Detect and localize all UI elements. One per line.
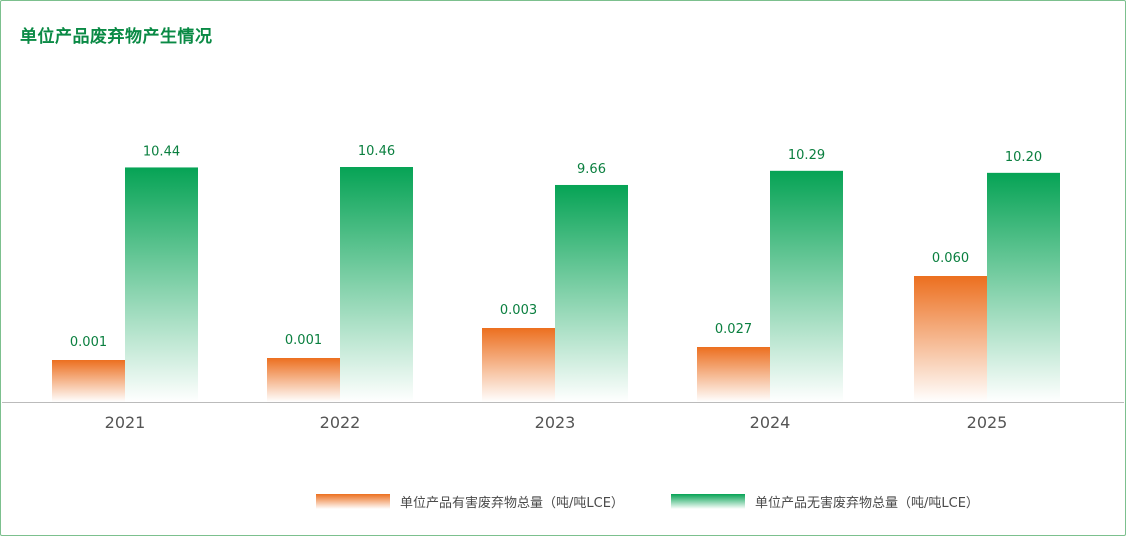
bar-nonhazardous-2024 [770,170,843,402]
data-label-hazardous-2022: 0.001 [285,333,322,348]
x-axis-ticks: 2021 2022 2023 2024 2025 [105,413,1008,432]
data-label-hazardous-2021: 0.001 [70,335,107,350]
bar-hazardous-2023 [482,328,555,402]
legend: 单位产品有害废弃物总量（吨/吨LCE） 单位产品无害废弃物总量（吨/吨LCE） [0,492,1126,512]
legend-item-nonhazardous: 单位产品无害废弃物总量（吨/吨LCE） [671,492,979,511]
x-tick-label-2022: 2022 [320,413,361,432]
chart-title: 单位产品废弃物产生情况 [20,27,213,47]
legend-swatch-nonhazardous [671,494,745,509]
data-label-nonhazardous-2022: 10.46 [358,144,395,159]
bar-nonhazardous-2021 [125,167,198,402]
data-label-nonhazardous-2025: 10.20 [1005,150,1042,165]
bar-hazardous-2024 [697,347,770,402]
bars-group: 0.001 10.44 0.001 10.46 0.003 9.66 0.027 10.29 0… [52,144,1060,402]
bar-nonhazardous-2023 [555,184,628,402]
data-label-nonhazardous-2023: 9.66 [577,162,606,177]
x-tick-label-2025: 2025 [967,413,1008,432]
data-label-hazardous-2025: 0.060 [932,251,969,266]
bar-hazardous-2022 [267,358,340,402]
legend-label-nonhazardous: 单位产品无害废弃物总量（吨/吨LCE） [755,496,979,511]
bar-hazardous-2025 [914,276,987,402]
legend-swatch-hazardous [316,494,390,509]
x-tick-label-2023: 2023 [535,413,576,432]
bar-nonhazardous-2025 [987,172,1060,402]
bar-nonhazardous-2022 [340,167,413,402]
bar-hazardous-2021 [52,360,125,402]
data-label-hazardous-2023: 0.003 [500,303,537,318]
legend-item-hazardous: 单位产品有害废弃物总量（吨/吨LCE） [316,492,624,511]
data-label-hazardous-2024: 0.027 [715,322,752,337]
data-label-nonhazardous-2024: 10.29 [788,148,825,163]
legend-label-hazardous: 单位产品有害废弃物总量（吨/吨LCE） [400,496,624,511]
x-tick-label-2021: 2021 [105,413,146,432]
x-tick-label-2024: 2024 [750,413,791,432]
data-label-nonhazardous-2021: 10.44 [143,144,180,159]
